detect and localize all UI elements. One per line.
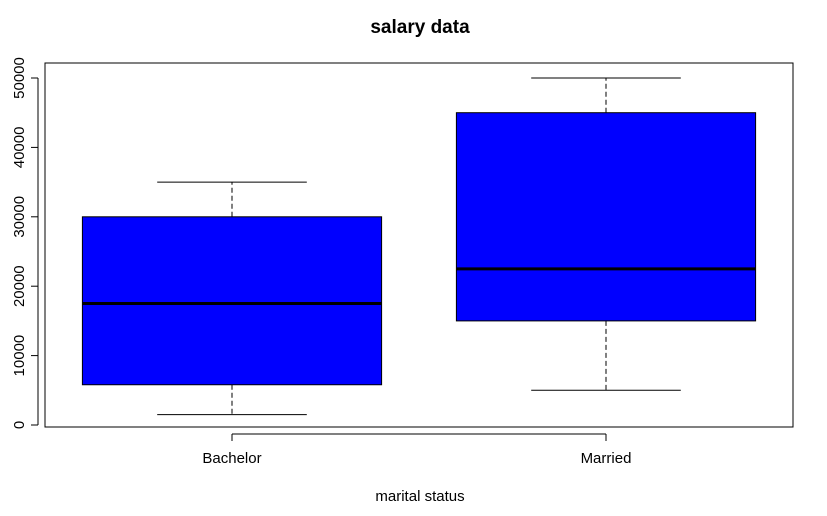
x-tick-label: Bachelor	[202, 450, 261, 467]
x-axis-label: marital status	[375, 488, 464, 505]
box-married	[455, 77, 757, 391]
box-bachelor	[81, 181, 383, 416]
y-tick-label: 40000	[11, 127, 28, 169]
iqr-box	[455, 112, 757, 322]
iqr-box	[81, 216, 383, 386]
plot-frame	[44, 62, 794, 428]
y-axis: 0 10000 20000 30000 40000 50000	[11, 57, 39, 429]
y-tick-label: 30000	[11, 196, 28, 238]
x-axis: Bachelor Married	[202, 433, 632, 467]
y-tick-label: 50000	[11, 57, 28, 99]
y-tick-label: 10000	[11, 335, 28, 377]
chart-title: salary data	[370, 17, 470, 38]
x-tick-label: Married	[581, 450, 632, 467]
y-tick-label: 0	[11, 421, 28, 429]
boxes-group	[81, 77, 757, 416]
y-tick-label: 20000	[11, 265, 28, 307]
